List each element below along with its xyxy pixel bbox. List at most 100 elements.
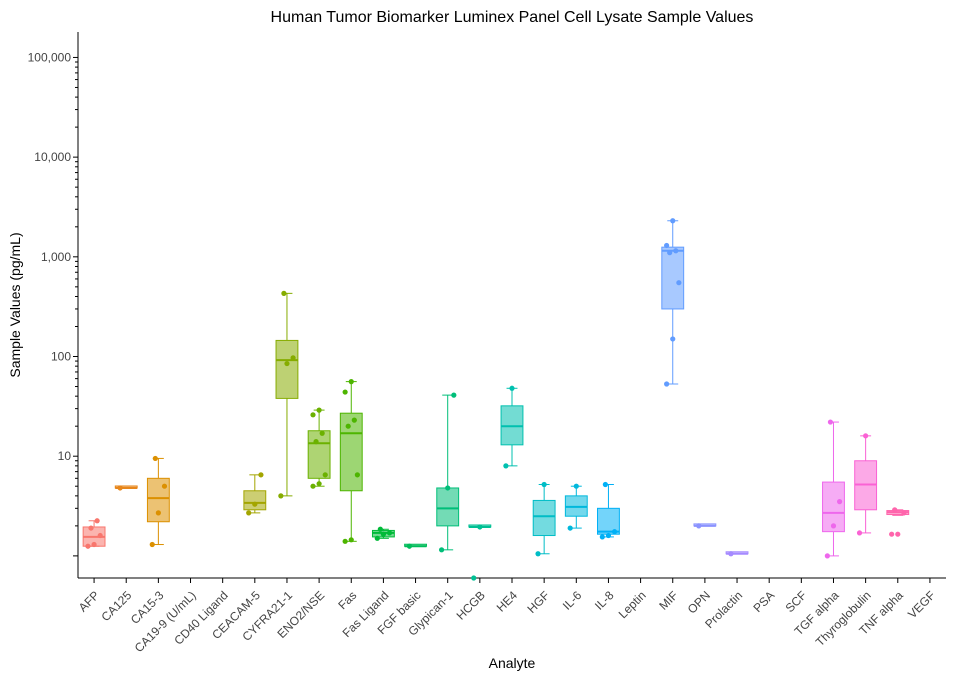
data-point <box>313 439 319 445</box>
y-axis-label: Sample Values (pg/mL) <box>7 232 23 377</box>
data-point <box>386 530 393 536</box>
data-point <box>380 531 387 537</box>
data-point <box>284 360 290 367</box>
data-point <box>837 499 843 505</box>
data-point <box>477 524 483 530</box>
data-point <box>316 481 322 487</box>
data-point <box>149 541 155 548</box>
data-point <box>322 472 328 478</box>
data-point <box>605 532 612 539</box>
data-point <box>573 483 579 489</box>
plot-area: 101001,00010,000100,000AFPCA125CA15-3CA1… <box>28 32 946 655</box>
data-point <box>246 510 252 516</box>
data-point <box>85 543 91 549</box>
data-point <box>471 575 477 581</box>
data-point <box>406 543 413 549</box>
chart-title: Human Tumor Biomarker Luminex Panel Cell… <box>271 9 754 26</box>
data-point <box>599 534 605 540</box>
x-tick-label: PSA <box>750 588 777 615</box>
data-point <box>252 501 258 507</box>
box <box>532 499 556 537</box>
data-point <box>830 523 837 529</box>
data-point <box>91 541 97 548</box>
data-point <box>290 355 296 361</box>
data-point <box>155 510 161 516</box>
data-point <box>348 379 354 385</box>
data-point <box>827 419 834 425</box>
x-tick-label: SCF <box>783 588 810 615</box>
x-tick-label: MIF <box>656 588 681 613</box>
data-point <box>892 507 898 513</box>
data-point <box>728 551 734 557</box>
data-point <box>673 248 679 254</box>
box <box>436 487 460 527</box>
data-point <box>354 472 360 478</box>
box <box>307 430 331 479</box>
box <box>146 477 170 523</box>
data-point <box>342 389 348 395</box>
data-point <box>664 242 670 249</box>
data-point <box>258 472 264 478</box>
y-tick-label: 10,000 <box>34 150 71 164</box>
data-point <box>316 407 322 413</box>
y-tick-label: 100,000 <box>28 50 72 64</box>
data-point <box>863 433 869 439</box>
data-point <box>611 529 618 535</box>
data-point <box>503 463 509 469</box>
data-point <box>351 417 357 423</box>
data-point <box>345 423 351 429</box>
data-point <box>310 483 316 489</box>
data-point <box>88 525 94 531</box>
x-tick-label: Leptin <box>616 588 649 621</box>
y-tick-label: 100 <box>51 350 71 364</box>
data-point <box>824 553 830 559</box>
data-point <box>117 485 123 491</box>
data-point <box>342 538 348 544</box>
data-point <box>161 483 168 489</box>
data-point <box>895 531 901 537</box>
box <box>661 246 685 310</box>
data-point <box>97 532 103 539</box>
data-point <box>281 290 287 296</box>
box <box>275 339 299 399</box>
data-point <box>152 455 158 462</box>
data-point <box>94 518 100 524</box>
y-tick-label: 10 <box>58 449 72 463</box>
data-point <box>901 510 907 516</box>
data-point <box>509 385 515 391</box>
data-point <box>445 485 451 491</box>
y-tick-label: 1,000 <box>41 250 71 264</box>
data-point <box>348 537 354 543</box>
box <box>822 481 845 533</box>
x-tick-label: HCGB <box>454 588 488 622</box>
data-point <box>541 481 547 488</box>
data-point <box>278 493 284 499</box>
data-point <box>438 547 445 553</box>
x-tick-label: IL-8 <box>592 588 617 613</box>
data-point <box>377 526 383 532</box>
data-point <box>451 392 457 398</box>
data-point <box>567 525 573 531</box>
x-tick-label: VEGF <box>905 588 938 621</box>
x-axis-label: Analyte <box>489 655 536 671</box>
data-point <box>664 381 670 387</box>
data-point <box>889 531 895 537</box>
data-point <box>670 336 676 342</box>
x-tick-label: HE4 <box>494 588 521 615</box>
data-point <box>696 523 702 529</box>
x-tick-label: OPN <box>685 588 713 616</box>
x-tick-label: Fas <box>335 588 359 612</box>
data-point <box>676 280 682 286</box>
data-point <box>535 551 541 557</box>
data-point <box>667 250 673 256</box>
data-point <box>310 412 316 418</box>
data-point <box>856 530 863 536</box>
x-tick-label: AFP <box>76 588 102 614</box>
data-point <box>602 481 608 488</box>
box <box>339 412 363 492</box>
x-tick-label: IL-6 <box>560 588 585 613</box>
data-point <box>670 218 676 224</box>
x-tick-label: HGF <box>524 588 552 616</box>
data-point <box>374 535 380 541</box>
